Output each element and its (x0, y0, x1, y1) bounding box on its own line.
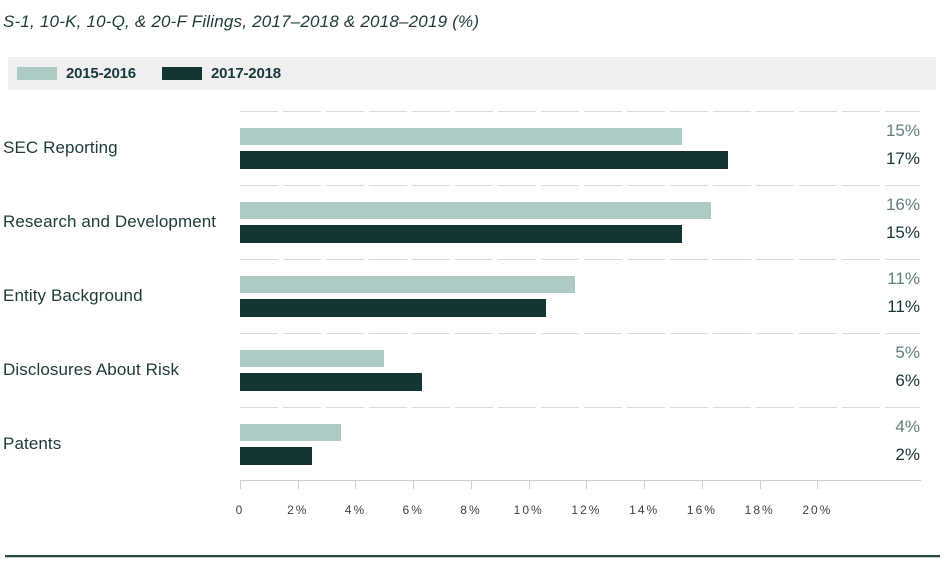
tick-label: 10% (513, 503, 544, 517)
tick-label: 18% (744, 503, 775, 517)
bar-2015-2016 (240, 424, 342, 441)
legend-item-2015-2016: 2015-2016 (17, 65, 136, 82)
tick-mark-icon (644, 481, 646, 489)
row-separator (240, 333, 920, 334)
tick-label: 6% (402, 503, 424, 517)
category-label: Entity Background (3, 286, 143, 305)
chart-row: Research and Development 16% 15% (0, 185, 945, 259)
tick-mark-icon (586, 481, 588, 489)
category-label: Patents (3, 434, 62, 453)
bar-2017-2018 (240, 373, 422, 391)
tick-mark-icon (413, 481, 415, 489)
bar-2015-2016 (240, 202, 711, 219)
tick-mark-icon (240, 481, 241, 489)
tick-label: 14% (629, 503, 660, 517)
chart-title: S-1, 10-K, 10-Q, & 20-F Filings, 2017–20… (3, 12, 480, 31)
value-label-2015-2016: 15% (885, 121, 920, 140)
row-separator (240, 185, 920, 186)
tick-label: 8% (460, 503, 482, 517)
legend-label-2015-2016: 2015-2016 (66, 65, 136, 82)
bottom-rule (5, 555, 940, 558)
bar-chart: SEC Reporting 15% 17% Research and Devel… (0, 111, 945, 481)
tick-label: 0 (235, 503, 245, 517)
tick-mark-icon (470, 481, 472, 489)
legend-swatch-2015-2016 (17, 67, 57, 80)
tick-label: 4% (344, 503, 367, 517)
bar-2015-2016 (240, 350, 385, 367)
tick-label: 2% (287, 503, 309, 517)
value-label-2015-2016: 11% (887, 269, 920, 288)
value-label-2017-2018: 11% (887, 297, 920, 316)
tick-label: 16% (686, 503, 717, 517)
bar-2017-2018 (240, 151, 728, 169)
bar-2017-2018 (240, 225, 682, 243)
legend-swatch-2017-2018 (161, 67, 202, 80)
value-label-2015-2016: 4% (895, 417, 920, 436)
chart-row: SEC Reporting 15% 17% (0, 111, 945, 185)
tick-mark-icon (528, 481, 530, 489)
tick-mark-icon (297, 481, 299, 489)
category-label: Research and Development (3, 212, 217, 231)
tick-label: 20% (802, 503, 833, 517)
chart-row: Patents 4% 2% (0, 407, 945, 481)
legend-label-2017-2018: 2017-2018 (210, 65, 281, 82)
chart-row: Entity Background 11% 11% (0, 259, 945, 333)
tick-mark-icon (759, 481, 761, 489)
row-separator (240, 259, 920, 260)
value-label-2017-2018: 17% (885, 149, 920, 168)
tick-label: 12% (571, 503, 602, 517)
tick-mark-icon (817, 481, 819, 489)
bar-2015-2016 (240, 276, 575, 293)
bar-2017-2018 (240, 299, 547, 317)
row-separator (240, 407, 920, 408)
category-label: Disclosures About Risk (3, 360, 180, 379)
value-label-2015-2016: 5% (895, 343, 920, 362)
chart-legend: 2015-2016 2017-2018 (8, 57, 936, 90)
value-label-2017-2018: 2% (895, 445, 920, 464)
bar-2015-2016 (240, 128, 682, 145)
tick-mark-icon (701, 481, 703, 489)
row-separator (240, 111, 920, 112)
value-label-2017-2018: 6% (895, 371, 920, 390)
tick-mark-icon (355, 481, 357, 489)
value-label-2015-2016: 16% (885, 195, 920, 214)
x-axis: 0 2% 4% 6% 8% 10% 12% 14% 16% 18% 20% (236, 480, 921, 527)
bar-2017-2018 (240, 447, 313, 465)
category-label: SEC Reporting (3, 138, 118, 157)
value-label-2017-2018: 15% (885, 223, 920, 242)
chart-row: Disclosures About Risk 5% 6% (0, 333, 945, 407)
legend-item-2017-2018: 2017-2018 (161, 65, 281, 82)
